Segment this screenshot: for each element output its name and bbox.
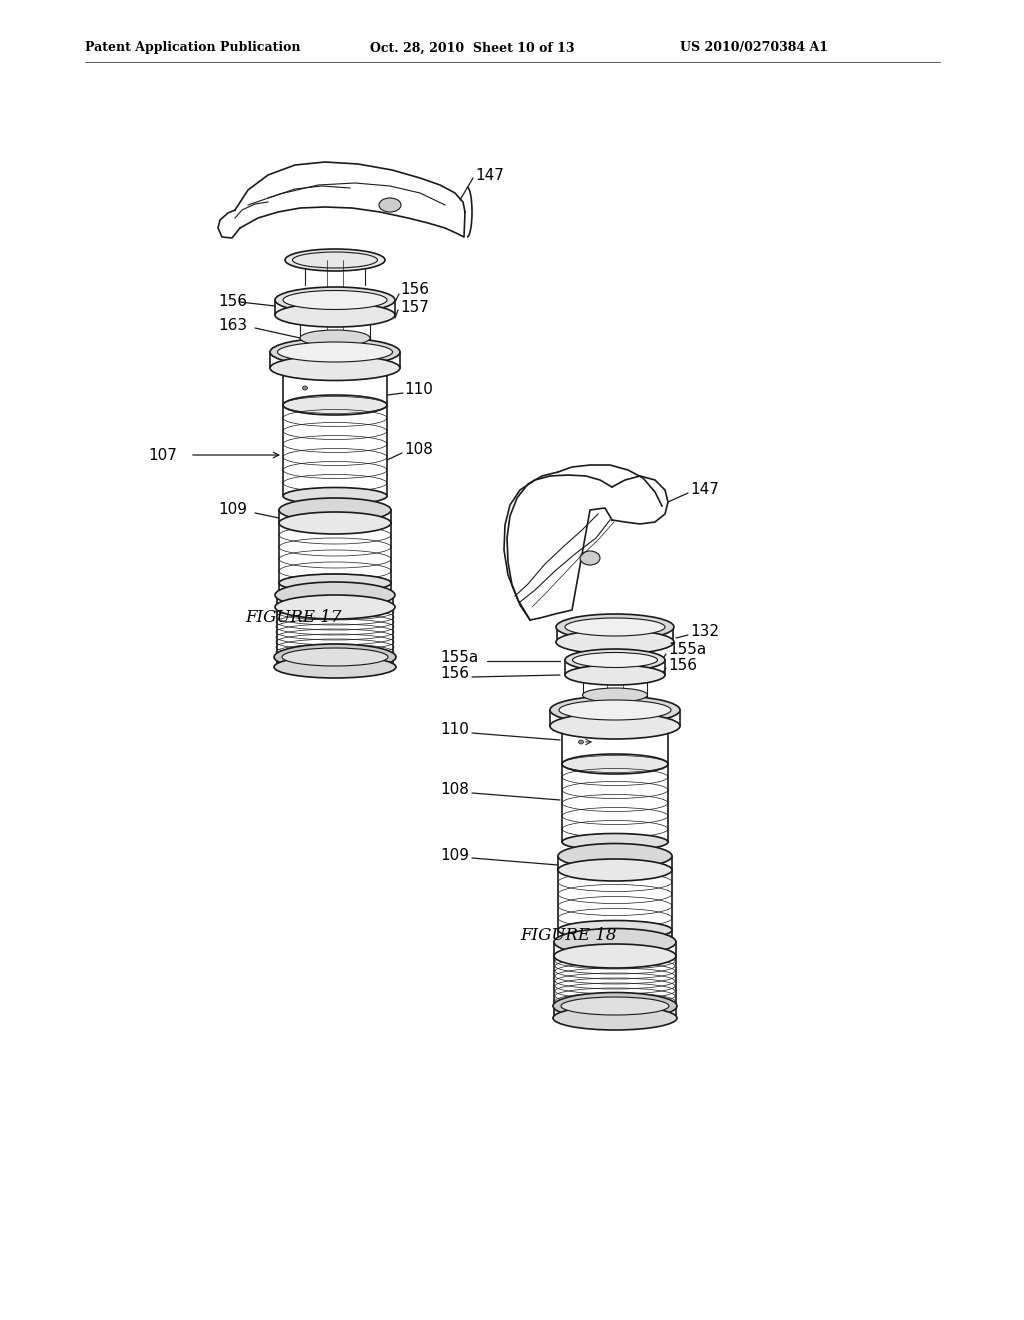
Ellipse shape <box>579 741 584 744</box>
Ellipse shape <box>279 498 391 521</box>
Text: FIGURE 18: FIGURE 18 <box>520 928 616 945</box>
Ellipse shape <box>553 993 677 1019</box>
Ellipse shape <box>550 696 680 723</box>
Ellipse shape <box>283 395 387 414</box>
Text: 156: 156 <box>440 667 469 681</box>
Text: Patent Application Publication: Patent Application Publication <box>85 41 300 54</box>
Ellipse shape <box>565 665 665 685</box>
Ellipse shape <box>554 944 676 968</box>
Ellipse shape <box>274 644 396 671</box>
Text: 109: 109 <box>218 503 247 517</box>
Text: 155a: 155a <box>440 651 478 665</box>
Ellipse shape <box>270 338 400 366</box>
Text: 163: 163 <box>218 318 247 333</box>
Ellipse shape <box>562 833 668 850</box>
Text: 109: 109 <box>440 847 469 862</box>
Text: 107: 107 <box>148 447 177 462</box>
Ellipse shape <box>300 330 370 346</box>
Text: 147: 147 <box>475 168 504 182</box>
Text: Oct. 28, 2010  Sheet 10 of 13: Oct. 28, 2010 Sheet 10 of 13 <box>370 41 574 54</box>
Ellipse shape <box>561 997 669 1015</box>
Text: 156: 156 <box>400 282 429 297</box>
Ellipse shape <box>583 688 647 702</box>
Ellipse shape <box>556 630 674 653</box>
Ellipse shape <box>275 595 395 619</box>
Ellipse shape <box>556 614 674 640</box>
Ellipse shape <box>275 582 395 609</box>
Ellipse shape <box>580 550 600 565</box>
Text: 108: 108 <box>404 442 433 458</box>
Ellipse shape <box>285 249 385 271</box>
Ellipse shape <box>283 487 387 504</box>
Text: 110: 110 <box>404 383 433 397</box>
Ellipse shape <box>283 290 387 309</box>
Ellipse shape <box>275 286 395 313</box>
Ellipse shape <box>550 713 680 739</box>
Ellipse shape <box>572 652 657 668</box>
Ellipse shape <box>282 648 388 667</box>
Ellipse shape <box>278 342 392 362</box>
Text: 147: 147 <box>690 483 719 498</box>
Ellipse shape <box>562 754 668 774</box>
Ellipse shape <box>558 843 672 869</box>
Text: 108: 108 <box>440 783 469 797</box>
Ellipse shape <box>559 700 671 719</box>
Ellipse shape <box>553 1006 677 1030</box>
Ellipse shape <box>565 618 665 636</box>
Text: 156: 156 <box>668 657 697 672</box>
Ellipse shape <box>379 198 401 213</box>
Text: FIGURE 17: FIGURE 17 <box>245 610 341 627</box>
Ellipse shape <box>279 512 391 535</box>
Ellipse shape <box>302 385 307 389</box>
Text: 155a: 155a <box>668 643 707 657</box>
Ellipse shape <box>275 304 395 327</box>
Ellipse shape <box>279 574 391 591</box>
Ellipse shape <box>274 656 396 678</box>
Text: 156: 156 <box>218 294 247 309</box>
Ellipse shape <box>554 928 676 956</box>
Ellipse shape <box>558 859 672 880</box>
Text: 157: 157 <box>400 301 429 315</box>
Ellipse shape <box>565 649 665 671</box>
Text: US 2010/0270384 A1: US 2010/0270384 A1 <box>680 41 828 54</box>
Ellipse shape <box>558 920 672 940</box>
Text: 110: 110 <box>440 722 469 738</box>
Ellipse shape <box>270 355 400 380</box>
Text: 132: 132 <box>690 624 719 639</box>
